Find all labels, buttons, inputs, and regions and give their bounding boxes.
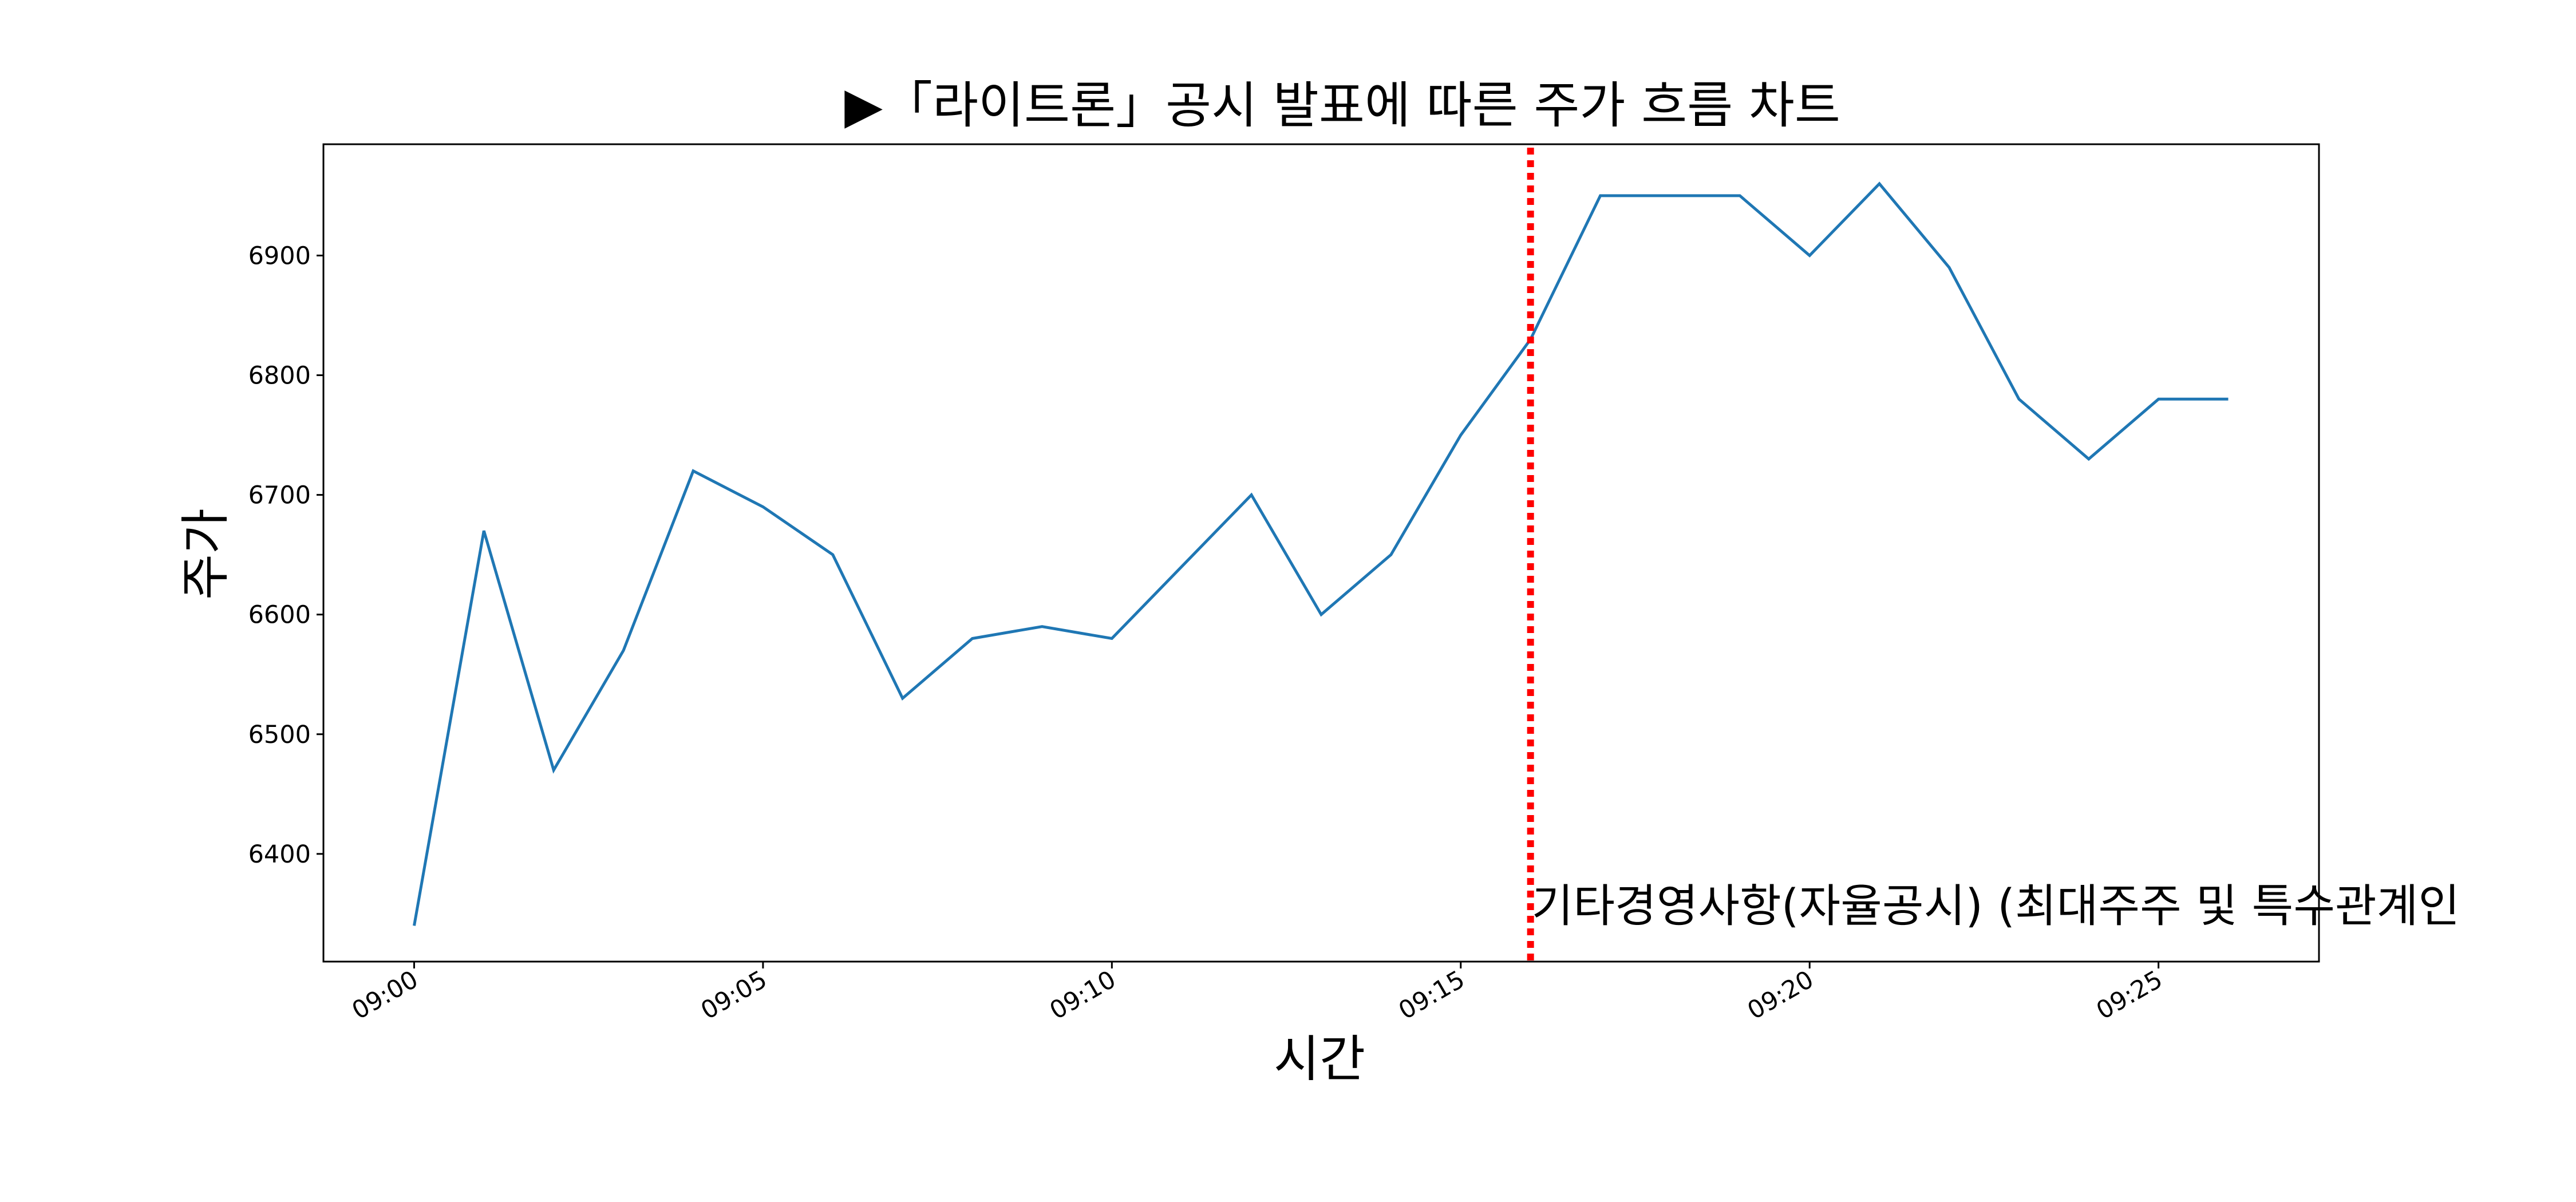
y-tick-label: 6900 [248,242,311,270]
y-tick-label: 6400 [248,840,311,869]
event-annotation: 기타경영사항(자율공시) (최대주주 및 특수관계인 [1532,880,2460,932]
plot-frame [322,143,2320,963]
plot-area: 09:00 09:05 09:10 09:15 09:20 09:25 6400 6500 66… [248,143,2460,1025]
y-tick-label: 6800 [248,362,311,390]
y-tick-label: 6600 [248,601,311,630]
x-tick-label: 09:15 [1394,965,1469,1025]
series-line [413,181,2229,926]
chart-title: ▶「라이트론」공시 발표에 따른 주가 흐름 차트 [844,76,1840,135]
y-axis-label: 주가 [176,508,235,600]
y-tick-label: 6700 [248,481,311,510]
x-tick-label: 09:05 [696,965,772,1025]
x-tick-label: 09:20 [1743,965,1818,1025]
x-tick-label: 09:00 [347,965,423,1025]
x-axis-label: 시간 [1274,1030,1365,1088]
y-tick-label: 6500 [248,721,311,749]
x-tick-label: 09:10 [1045,965,1121,1025]
x-tick-label: 09:25 [2092,965,2167,1025]
